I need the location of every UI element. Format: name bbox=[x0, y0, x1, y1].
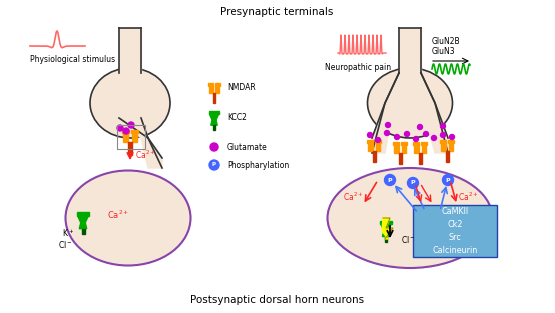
Text: KCC2: KCC2 bbox=[227, 112, 247, 121]
Polygon shape bbox=[77, 212, 89, 216]
Polygon shape bbox=[78, 216, 88, 223]
Polygon shape bbox=[382, 231, 390, 237]
Circle shape bbox=[386, 122, 391, 127]
Circle shape bbox=[117, 125, 123, 131]
Polygon shape bbox=[368, 142, 372, 151]
Polygon shape bbox=[441, 142, 446, 151]
Polygon shape bbox=[382, 218, 393, 239]
Circle shape bbox=[385, 175, 396, 186]
Polygon shape bbox=[209, 111, 219, 114]
Polygon shape bbox=[372, 151, 376, 162]
Polygon shape bbox=[448, 140, 454, 142]
Text: P: P bbox=[411, 181, 415, 186]
Text: Cl$^-$: Cl$^-$ bbox=[58, 239, 72, 250]
Text: Neuropathic pain: Neuropathic pain bbox=[325, 63, 391, 72]
Circle shape bbox=[210, 143, 218, 151]
Text: Ca$^{2+}$: Ca$^{2+}$ bbox=[107, 209, 129, 221]
Polygon shape bbox=[418, 153, 421, 164]
Circle shape bbox=[385, 131, 390, 136]
Polygon shape bbox=[119, 118, 162, 168]
Polygon shape bbox=[209, 86, 213, 93]
Polygon shape bbox=[131, 130, 138, 133]
Polygon shape bbox=[448, 142, 453, 151]
Polygon shape bbox=[213, 125, 215, 130]
Polygon shape bbox=[401, 145, 406, 153]
FancyBboxPatch shape bbox=[413, 205, 497, 257]
Polygon shape bbox=[398, 153, 401, 164]
Polygon shape bbox=[399, 73, 448, 153]
Text: Presynaptic terminals: Presynaptic terminals bbox=[220, 7, 334, 17]
Text: Ca$^{2+}$: Ca$^{2+}$ bbox=[458, 191, 478, 203]
Text: Postsynaptic dorsal horn neurons: Postsynaptic dorsal horn neurons bbox=[190, 295, 364, 305]
Polygon shape bbox=[123, 133, 128, 142]
Polygon shape bbox=[79, 223, 87, 229]
Text: P: P bbox=[388, 177, 392, 182]
Polygon shape bbox=[381, 224, 391, 231]
Text: NMDAR: NMDAR bbox=[227, 83, 256, 91]
Text: Physiological stimulus: Physiological stimulus bbox=[30, 55, 115, 64]
Polygon shape bbox=[128, 142, 132, 155]
Polygon shape bbox=[446, 151, 448, 162]
Circle shape bbox=[376, 137, 381, 142]
Text: Ca$^{2+}$: Ca$^{2+}$ bbox=[343, 191, 363, 203]
Text: GluN2B: GluN2B bbox=[432, 37, 461, 45]
Polygon shape bbox=[132, 133, 137, 142]
Polygon shape bbox=[421, 145, 426, 153]
Polygon shape bbox=[82, 229, 84, 234]
Circle shape bbox=[441, 132, 446, 137]
Polygon shape bbox=[421, 141, 427, 145]
Circle shape bbox=[367, 132, 372, 137]
Polygon shape bbox=[413, 141, 419, 145]
Polygon shape bbox=[401, 141, 407, 145]
Text: Cl$^-$: Cl$^-$ bbox=[401, 234, 415, 245]
Polygon shape bbox=[394, 145, 398, 153]
Polygon shape bbox=[440, 140, 446, 142]
Circle shape bbox=[441, 124, 446, 129]
Circle shape bbox=[128, 122, 134, 128]
Polygon shape bbox=[385, 237, 387, 242]
Text: Ca$^{2+}$: Ca$^{2+}$ bbox=[135, 149, 155, 161]
Polygon shape bbox=[119, 28, 141, 73]
Text: Phospharylation: Phospharylation bbox=[227, 161, 289, 170]
Ellipse shape bbox=[90, 68, 170, 138]
Polygon shape bbox=[367, 140, 374, 142]
Polygon shape bbox=[376, 142, 380, 151]
Polygon shape bbox=[211, 120, 217, 125]
Circle shape bbox=[123, 128, 129, 134]
Circle shape bbox=[431, 136, 436, 141]
Circle shape bbox=[405, 131, 410, 136]
Circle shape bbox=[395, 135, 400, 140]
Polygon shape bbox=[393, 141, 399, 145]
Circle shape bbox=[442, 175, 453, 186]
Circle shape bbox=[413, 136, 418, 141]
Polygon shape bbox=[209, 114, 219, 120]
Polygon shape bbox=[380, 221, 392, 224]
Polygon shape bbox=[414, 145, 418, 153]
Circle shape bbox=[423, 131, 428, 136]
Polygon shape bbox=[122, 130, 129, 133]
Polygon shape bbox=[399, 28, 421, 73]
Circle shape bbox=[209, 160, 219, 170]
Polygon shape bbox=[215, 83, 220, 86]
Polygon shape bbox=[208, 83, 213, 86]
Circle shape bbox=[407, 177, 418, 188]
Text: GluN3: GluN3 bbox=[432, 47, 456, 55]
Text: P: P bbox=[212, 162, 216, 167]
Text: CaMKII
Ck2
Src
Calcineurin: CaMKII Ck2 Src Calcineurin bbox=[432, 207, 478, 255]
Text: P: P bbox=[446, 177, 450, 182]
Polygon shape bbox=[372, 73, 399, 153]
Ellipse shape bbox=[65, 171, 190, 265]
Polygon shape bbox=[215, 86, 219, 93]
Text: Glutamate: Glutamate bbox=[227, 142, 268, 151]
Text: K$^+$: K$^+$ bbox=[62, 227, 74, 239]
Ellipse shape bbox=[367, 68, 452, 138]
Ellipse shape bbox=[327, 168, 492, 268]
Polygon shape bbox=[375, 140, 381, 142]
Circle shape bbox=[417, 125, 422, 130]
Polygon shape bbox=[213, 93, 215, 103]
Circle shape bbox=[450, 135, 455, 140]
